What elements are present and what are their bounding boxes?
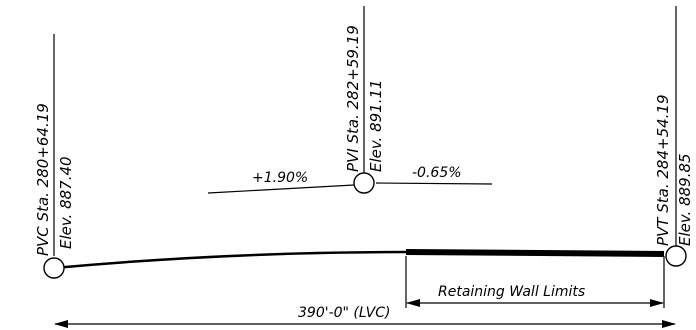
incoming-grade-line xyxy=(207,184,355,194)
pvi-station-label: PVI Sta. 282+59.19 xyxy=(344,25,362,172)
curve-length-label: 390'-0" (LVC) xyxy=(298,305,390,321)
pvc-elevation-label: Elev. 887.40 xyxy=(57,156,75,249)
outgoing-grade-label: -0.65% xyxy=(412,165,462,181)
curve-profile-retaining-wall xyxy=(405,249,665,257)
incoming-grade-label: +1.90% xyxy=(252,170,308,186)
pvt-point xyxy=(665,245,687,267)
pvi-elevation-label: Elev. 891.11 xyxy=(367,79,385,172)
outgoing-grade-line xyxy=(375,182,493,185)
pvi-point xyxy=(353,172,375,194)
retaining-wall-label: Retaining Wall Limits xyxy=(438,284,585,300)
pvc-point xyxy=(43,257,65,279)
pvc-station-label: PVC Sta. 280+64.19 xyxy=(34,103,52,256)
pvt-station-label: PVT Sta. 284+54.19 xyxy=(654,94,672,246)
curve-profile-thin xyxy=(53,250,407,270)
pvt-elevation-label: Elev. 889.85 xyxy=(676,153,694,246)
